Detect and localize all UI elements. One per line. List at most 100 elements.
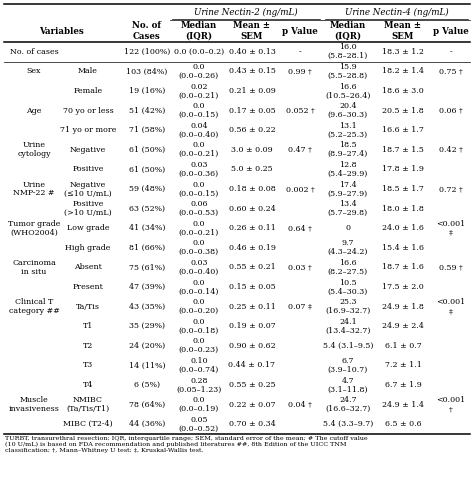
Text: 0.60 ± 0.24: 0.60 ± 0.24 — [228, 205, 275, 213]
Text: p Value: p Value — [282, 26, 318, 35]
Text: 0.28
(0.05–1.23): 0.28 (0.05–1.23) — [176, 377, 222, 393]
Text: 0.40 ± 0.13: 0.40 ± 0.13 — [228, 48, 275, 56]
Text: 6 (5%): 6 (5%) — [134, 381, 160, 389]
Text: 0.0
(0.0–0.18): 0.0 (0.0–0.18) — [179, 318, 219, 335]
Text: 61 (50%): 61 (50%) — [129, 146, 165, 154]
Text: 18.5 ± 1.7: 18.5 ± 1.7 — [382, 185, 424, 193]
Text: 0.75 †: 0.75 † — [439, 67, 463, 76]
Text: 0.43 ± 0.15: 0.43 ± 0.15 — [228, 67, 275, 76]
Text: 0.59 †: 0.59 † — [439, 263, 463, 272]
Text: Tumor grade
(WHO2004): Tumor grade (WHO2004) — [8, 220, 60, 237]
Text: 24.9 ± 1.8: 24.9 ± 1.8 — [382, 303, 424, 311]
Text: 0.90 ± 0.62: 0.90 ± 0.62 — [228, 342, 275, 350]
Text: 0.03
(0.0–0.36): 0.03 (0.0–0.36) — [179, 161, 219, 178]
Text: 122 (100%): 122 (100%) — [124, 48, 170, 56]
Text: Sex: Sex — [27, 67, 41, 76]
Text: 81 (66%): 81 (66%) — [129, 244, 165, 252]
Text: 59 (48%): 59 (48%) — [129, 185, 165, 193]
Text: 25.3
(16.9–32.7): 25.3 (16.9–32.7) — [325, 298, 371, 315]
Text: 18.5
(8.9–27.4): 18.5 (8.9–27.4) — [328, 141, 368, 158]
Text: 0.0
(0.0–0.26): 0.0 (0.0–0.26) — [179, 63, 219, 80]
Text: 0.44 ± 0.17: 0.44 ± 0.17 — [228, 361, 275, 369]
Text: p Value: p Value — [433, 26, 469, 35]
Text: 0.72 †: 0.72 † — [439, 185, 463, 193]
Text: TURBT, transurethral resection; IQR, interquartile range; SEM, standard error of: TURBT, transurethral resection; IQR, int… — [5, 436, 368, 453]
Text: Urine
cytology: Urine cytology — [17, 141, 51, 158]
Text: Ta/Tis: Ta/Tis — [76, 303, 100, 311]
Text: 0.19 ± 0.07: 0.19 ± 0.07 — [228, 322, 275, 330]
Text: 0.0
(0.0–0.23): 0.0 (0.0–0.23) — [179, 337, 219, 354]
Text: 5.4 (3.3–9.7): 5.4 (3.3–9.7) — [323, 420, 373, 428]
Text: 41 (34%): 41 (34%) — [129, 224, 165, 232]
Text: Negative
(≤10 U/mL): Negative (≤10 U/mL) — [64, 181, 112, 197]
Text: 0.0 (0.0–0.2): 0.0 (0.0–0.2) — [174, 48, 224, 56]
Text: 18.3 ± 1.2: 18.3 ± 1.2 — [382, 48, 424, 56]
Text: 0.25 ± 0.11: 0.25 ± 0.11 — [228, 303, 275, 311]
Text: 103 (84%): 103 (84%) — [126, 67, 168, 76]
Text: 0.05
(0.0–0.52): 0.05 (0.0–0.52) — [179, 416, 219, 433]
Text: No. of
Cases: No. of Cases — [133, 22, 162, 41]
Text: 17.4
(5.9–27.9): 17.4 (5.9–27.9) — [328, 181, 368, 197]
Text: 7.2 ± 1.1: 7.2 ± 1.1 — [384, 361, 421, 369]
Text: 0.55 ± 0.25: 0.55 ± 0.25 — [228, 381, 275, 389]
Text: 63 (52%): 63 (52%) — [129, 205, 165, 213]
Text: 0.04
(0.0–0.40): 0.04 (0.0–0.40) — [179, 122, 219, 139]
Text: Variables: Variables — [38, 26, 83, 35]
Text: 19 (16%): 19 (16%) — [129, 87, 165, 95]
Text: T1: T1 — [83, 322, 93, 330]
Text: 0.18 ± 0.08: 0.18 ± 0.08 — [228, 185, 275, 193]
Text: Male: Male — [78, 67, 98, 76]
Text: 43 (35%): 43 (35%) — [129, 303, 165, 311]
Text: 13.4
(5.7–29.8): 13.4 (5.7–29.8) — [328, 200, 368, 217]
Text: 24 (20%): 24 (20%) — [129, 342, 165, 350]
Text: 35 (29%): 35 (29%) — [129, 322, 165, 330]
Text: 71 yo or more: 71 yo or more — [60, 126, 116, 134]
Text: 15.4 ± 1.6: 15.4 ± 1.6 — [382, 244, 424, 252]
Text: NMIBC
(Ta/Tis/T1): NMIBC (Ta/Tis/T1) — [66, 396, 109, 413]
Text: 18.7 ± 1.6: 18.7 ± 1.6 — [382, 263, 424, 272]
Text: 0.55 ± 0.21: 0.55 ± 0.21 — [228, 263, 275, 272]
Text: 71 (58%): 71 (58%) — [129, 126, 165, 134]
Text: Female: Female — [73, 87, 102, 95]
Text: Muscle
invasiveness: Muscle invasiveness — [9, 396, 59, 413]
Text: 0.0
(0.0–0.15): 0.0 (0.0–0.15) — [179, 102, 219, 119]
Text: 0.04 †: 0.04 † — [288, 401, 312, 409]
Text: 0.0
(0.0–0.20): 0.0 (0.0–0.20) — [179, 298, 219, 315]
Text: 44 (36%): 44 (36%) — [129, 420, 165, 428]
Text: No. of cases: No. of cases — [9, 48, 58, 56]
Text: Low grade: Low grade — [67, 224, 109, 232]
Text: 18.2 ± 1.4: 18.2 ± 1.4 — [382, 67, 424, 76]
Text: Absent: Absent — [74, 263, 102, 272]
Text: 51 (42%): 51 (42%) — [129, 107, 165, 115]
Text: 5.4 (3.1–9.5): 5.4 (3.1–9.5) — [323, 342, 373, 350]
Text: 16.6
(8.2–27.5): 16.6 (8.2–27.5) — [328, 259, 368, 276]
Text: Median
(IQR): Median (IQR) — [330, 22, 366, 41]
Text: 0.22 ± 0.07: 0.22 ± 0.07 — [228, 401, 275, 409]
Text: Urine Nectin-2 (ng/mL): Urine Nectin-2 (ng/mL) — [194, 8, 298, 17]
Text: Present: Present — [73, 283, 103, 291]
Text: 24.9 ± 2.4: 24.9 ± 2.4 — [382, 322, 424, 330]
Text: T4: T4 — [83, 381, 93, 389]
Text: 16.6 ± 1.7: 16.6 ± 1.7 — [382, 126, 424, 134]
Text: Positive: Positive — [73, 165, 104, 174]
Text: 47 (39%): 47 (39%) — [129, 283, 165, 291]
Text: 0.15 ± 0.05: 0.15 ± 0.05 — [228, 283, 275, 291]
Text: 24.1
(13.4–32.7): 24.1 (13.4–32.7) — [325, 318, 371, 335]
Text: 10.5
(5.4–30.3): 10.5 (5.4–30.3) — [328, 279, 368, 295]
Text: 6.1 ± 0.7: 6.1 ± 0.7 — [384, 342, 421, 350]
Text: 6.7
(3.9–10.7): 6.7 (3.9–10.7) — [328, 357, 368, 374]
Text: 24.0 ± 1.6: 24.0 ± 1.6 — [382, 224, 424, 232]
Text: 78 (64%): 78 (64%) — [129, 401, 165, 409]
Text: 61 (50%): 61 (50%) — [129, 165, 165, 174]
Text: Urine Nectin-4 (ng/mL): Urine Nectin-4 (ng/mL) — [345, 8, 448, 17]
Text: 0.0
(0.0–0.15): 0.0 (0.0–0.15) — [179, 181, 219, 197]
Text: 0.0
(0.0–0.14): 0.0 (0.0–0.14) — [179, 279, 219, 295]
Text: <0.001
‡: <0.001 ‡ — [437, 298, 465, 315]
Text: 0.42 †: 0.42 † — [439, 146, 463, 154]
Text: 0.0
(0.0–0.21): 0.0 (0.0–0.21) — [179, 220, 219, 237]
Text: 5.0 ± 0.25: 5.0 ± 0.25 — [231, 165, 273, 174]
Text: 0.17 ± 0.05: 0.17 ± 0.05 — [228, 107, 275, 115]
Text: 9.7
(4.3–24.2): 9.7 (4.3–24.2) — [328, 239, 368, 256]
Text: 6.5 ± 0.6: 6.5 ± 0.6 — [385, 420, 421, 428]
Text: 75 (61%): 75 (61%) — [129, 263, 165, 272]
